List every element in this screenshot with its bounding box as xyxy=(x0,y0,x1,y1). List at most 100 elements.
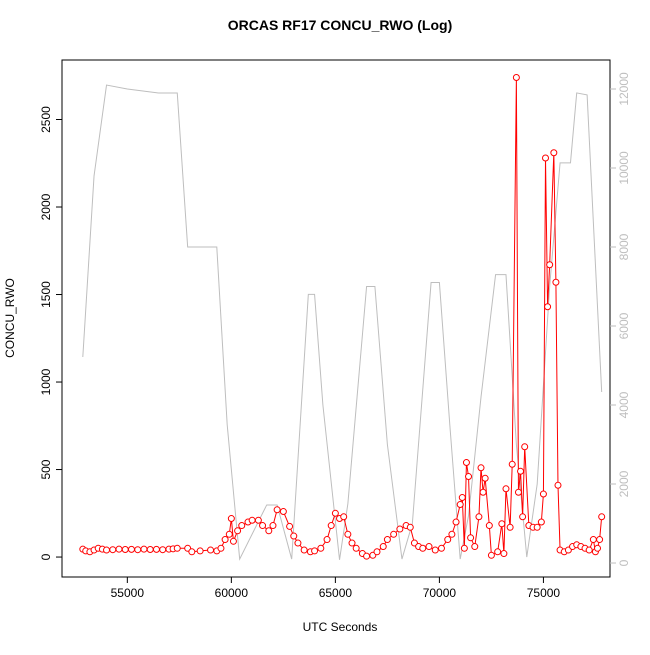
data-point xyxy=(448,530,456,538)
data-point xyxy=(227,515,235,523)
data-point xyxy=(512,74,520,82)
data-point xyxy=(344,530,352,538)
data-point xyxy=(217,544,225,552)
data-point xyxy=(140,545,148,553)
data-point xyxy=(596,536,604,544)
data-point xyxy=(221,536,229,544)
y2-tick-label: 6000 xyxy=(617,312,631,339)
data-point xyxy=(196,547,204,555)
data-point xyxy=(460,544,468,552)
data-point xyxy=(419,544,427,552)
y-tick-label: 0 xyxy=(39,553,53,560)
data-point xyxy=(494,548,502,556)
data-point xyxy=(481,474,489,482)
data-point xyxy=(456,501,464,509)
data-point xyxy=(173,544,181,552)
data-point xyxy=(352,544,360,552)
data-point xyxy=(479,488,487,496)
data-point xyxy=(348,539,356,547)
data-point xyxy=(265,527,273,535)
y-axis-label: CONCU_RWO xyxy=(3,278,17,358)
data-point xyxy=(546,261,554,269)
data-point xyxy=(134,546,142,554)
data-point xyxy=(539,490,547,498)
data-point xyxy=(259,522,267,530)
data-point xyxy=(554,481,562,489)
data-point xyxy=(269,522,277,530)
data-point xyxy=(159,546,167,554)
data-point xyxy=(533,523,541,531)
x-tick-label: 70000 xyxy=(423,586,457,600)
data-point xyxy=(552,278,560,286)
data-point xyxy=(127,545,135,553)
data-point xyxy=(500,550,508,558)
data-point xyxy=(487,551,495,559)
data-point xyxy=(475,513,483,521)
y2-tick-label: 0 xyxy=(617,559,631,566)
data-point xyxy=(115,545,123,553)
data-point xyxy=(109,546,117,554)
y-tick-label: 1000 xyxy=(39,368,53,395)
data-point xyxy=(254,516,262,524)
data-point xyxy=(152,545,160,553)
secondary-line xyxy=(82,84,603,561)
data-point xyxy=(323,536,331,544)
data-point xyxy=(589,536,597,544)
data-point xyxy=(383,536,391,544)
data-point xyxy=(465,473,473,481)
data-point xyxy=(248,516,256,524)
data-point xyxy=(467,534,475,542)
data-point xyxy=(508,460,516,468)
plot-frame xyxy=(61,59,611,578)
data-point xyxy=(103,546,111,554)
data-point xyxy=(294,539,302,547)
data-point xyxy=(452,518,460,526)
data-point xyxy=(514,488,522,496)
data-point xyxy=(373,548,381,556)
data-point xyxy=(537,518,545,526)
y2-tick-label: 2000 xyxy=(617,470,631,497)
data-point xyxy=(121,546,129,554)
data-point xyxy=(331,509,339,517)
data-point xyxy=(502,485,510,493)
data-point xyxy=(485,522,493,530)
data-point xyxy=(437,544,445,552)
data-point xyxy=(431,546,439,554)
x-axis-label: UTC Seconds xyxy=(303,620,378,634)
data-point xyxy=(594,544,602,552)
data-point xyxy=(188,548,196,556)
y-tick-label: 2500 xyxy=(39,106,53,133)
x-tick-label: 65000 xyxy=(319,586,353,600)
y-tick-label: 500 xyxy=(39,459,53,479)
data-point xyxy=(458,494,466,502)
data-point xyxy=(506,523,514,531)
data-point xyxy=(519,513,527,521)
data-point xyxy=(279,508,287,516)
x-tick-label: 75000 xyxy=(527,586,561,600)
y-tick-label: 1500 xyxy=(39,281,53,308)
x-tick-label: 60000 xyxy=(215,586,249,600)
data-point xyxy=(273,506,281,514)
data-point xyxy=(286,522,294,530)
data-point xyxy=(517,467,525,475)
data-point xyxy=(550,149,558,157)
data-point xyxy=(207,546,215,554)
data-point xyxy=(521,443,529,451)
data-point xyxy=(425,543,433,551)
y2-tick-label: 12000 xyxy=(617,72,631,106)
data-point xyxy=(444,536,452,544)
data-point xyxy=(238,522,246,530)
data-point xyxy=(498,520,506,528)
data-point xyxy=(290,532,298,540)
y2-tick-label: 4000 xyxy=(617,391,631,418)
data-point xyxy=(396,525,404,533)
data-point xyxy=(379,543,387,551)
y2-tick-label: 8000 xyxy=(617,233,631,260)
data-point xyxy=(462,459,470,467)
data-point xyxy=(300,546,308,554)
data-point xyxy=(229,537,237,545)
data-point xyxy=(317,544,325,552)
data-point xyxy=(471,543,479,551)
